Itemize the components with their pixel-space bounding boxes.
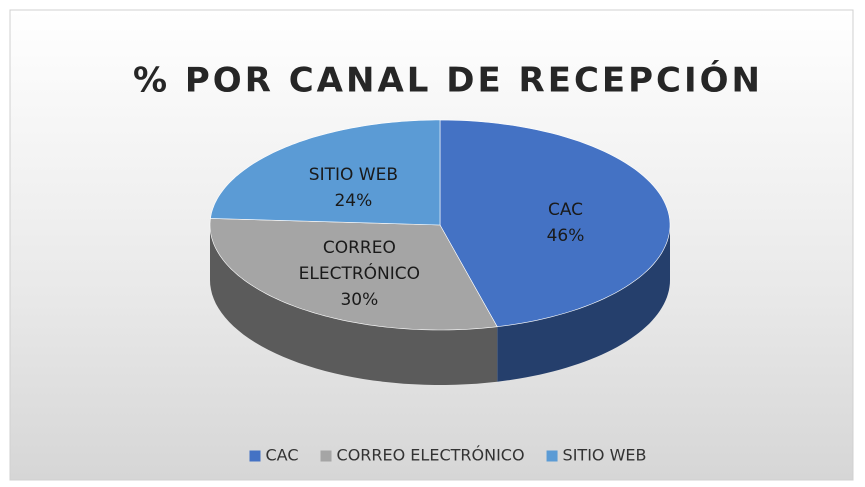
pie-side <box>210 225 498 385</box>
label-category: CAC <box>547 199 584 220</box>
legend-swatch <box>249 450 261 462</box>
label-category: SITIO WEB <box>308 164 398 185</box>
legend-swatch <box>546 450 558 462</box>
label-value: 24% <box>334 190 373 211</box>
legend-swatch <box>320 450 332 462</box>
pie-slice <box>209 218 498 331</box>
legend: CAC CORREO ELECTRÓNICO SITIO WEB <box>249 446 647 465</box>
pie-slice <box>210 119 441 226</box>
label-category: CORREO ELECTRÓNICO <box>298 238 421 285</box>
legend-label: CAC <box>266 446 299 465</box>
data-label: CAC 46% <box>491 178 641 268</box>
data-label-text: CORREO ELECTRÓNICO 30% <box>284 229 434 319</box>
legend-label: CORREO ELECTRÓNICO <box>337 446 525 465</box>
data-label: CORREO ELECTRÓNICO 30% <box>284 229 434 319</box>
pie: CAC 46% CORREO ELECTRÓNICO 30% SITIO WEB 24% <box>209 119 671 385</box>
legend-label: SITIO WEB <box>563 446 647 465</box>
chart-title: % POR CANAL DE RECEPCIÓN <box>133 60 763 101</box>
data-label-text: CAC 46% <box>491 178 641 268</box>
data-label-text: SITIO WEB 24% <box>278 143 428 233</box>
pie-slice <box>439 119 671 328</box>
data-label: SITIO WEB 24% <box>278 143 428 233</box>
pie-side <box>497 225 670 382</box>
label-value: 46% <box>546 225 585 246</box>
label-value: 30% <box>340 290 379 311</box>
